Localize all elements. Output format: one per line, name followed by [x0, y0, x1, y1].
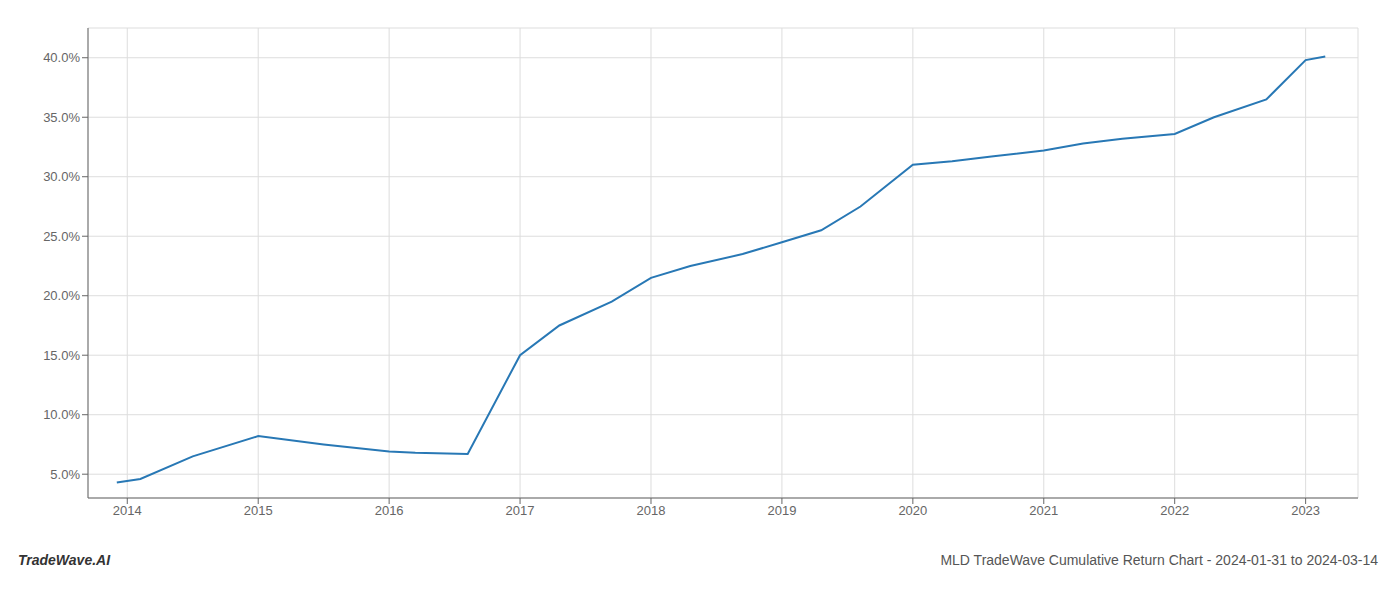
- svg-text:10.0%: 10.0%: [43, 407, 80, 422]
- svg-text:2014: 2014: [113, 503, 142, 518]
- svg-text:2019: 2019: [767, 503, 796, 518]
- svg-text:20.0%: 20.0%: [43, 288, 80, 303]
- svg-text:35.0%: 35.0%: [43, 110, 80, 125]
- svg-text:5.0%: 5.0%: [50, 467, 80, 482]
- svg-text:2018: 2018: [637, 503, 666, 518]
- svg-text:40.0%: 40.0%: [43, 50, 80, 65]
- svg-text:2023: 2023: [1291, 503, 1320, 518]
- svg-text:2015: 2015: [244, 503, 273, 518]
- svg-text:25.0%: 25.0%: [43, 229, 80, 244]
- html-text:TradeWave.AI: TradeWave.AI: [18, 552, 111, 568]
- svg-text:2016: 2016: [375, 503, 404, 518]
- svg-text:2020: 2020: [898, 503, 927, 518]
- svg-text:2022: 2022: [1160, 503, 1189, 518]
- svg-text:30.0%: 30.0%: [43, 169, 80, 184]
- html-text:MLD TradeWave Cumulative Retur: MLD TradeWave Cumulative Return Chart - …: [940, 552, 1378, 568]
- svg-text:15.0%: 15.0%: [43, 348, 80, 363]
- svg-text:2021: 2021: [1029, 503, 1058, 518]
- svg-text:2017: 2017: [506, 503, 535, 518]
